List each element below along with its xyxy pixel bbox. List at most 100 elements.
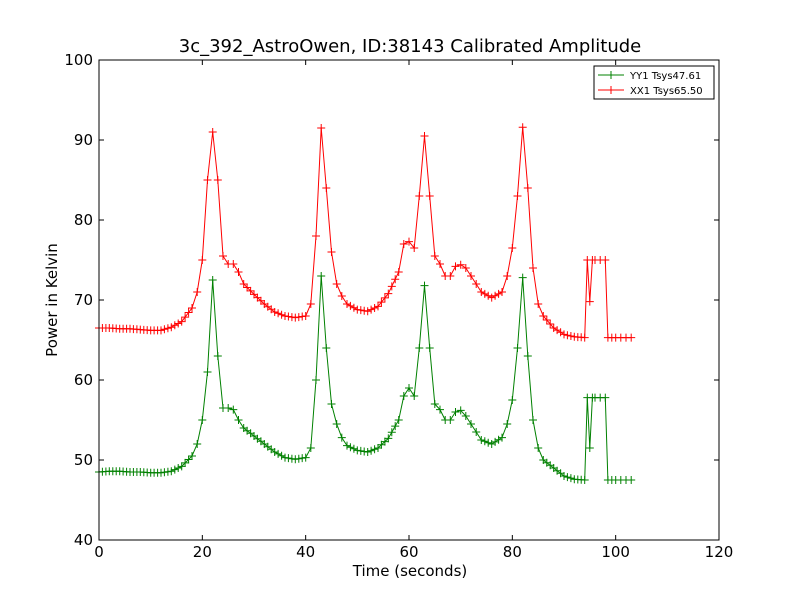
series-1-marker (430, 252, 439, 260)
series-1-marker (556, 328, 565, 337)
series-1-marker (415, 192, 424, 200)
series-1-marker (208, 128, 217, 136)
series-0-marker (560, 472, 568, 480)
series-1-marker (306, 300, 315, 308)
series-1-marker (188, 304, 196, 312)
series-0-marker (193, 440, 202, 448)
series-0-marker (566, 474, 575, 483)
legend-swatch-marker (607, 71, 615, 79)
series-0-marker (322, 344, 331, 352)
series-0-marker (270, 448, 279, 456)
series-0-marker (346, 443, 355, 452)
series-1-marker (219, 252, 227, 260)
series-1-marker (253, 293, 262, 302)
series-1-marker (513, 192, 522, 200)
series-1-marker (585, 297, 594, 306)
series-0-marker (234, 416, 243, 424)
series-1-marker (157, 326, 165, 335)
series-0-marker (294, 454, 303, 463)
chart-title: 3c_392_AstroOwen, ID:38143 Calibrated Am… (179, 36, 641, 57)
series-0-marker (425, 344, 434, 352)
series-1-marker (601, 256, 610, 264)
series-0-marker (518, 273, 527, 282)
series-1-marker (294, 313, 303, 322)
series-1-marker (563, 331, 572, 340)
series-1-marker (518, 123, 527, 132)
series-1-marker (177, 317, 186, 326)
y-axis-label: Power in Kelvin (43, 243, 61, 357)
series-1-marker (181, 313, 190, 322)
series-1-marker (167, 323, 176, 332)
series-1-marker (553, 326, 562, 335)
series-1-marker (391, 275, 400, 284)
x-tick-label: 40 (296, 543, 315, 561)
series-1 (95, 123, 636, 342)
series-1-marker (174, 319, 183, 328)
series-1-marker (498, 288, 506, 296)
series-1-marker (446, 272, 455, 280)
series-1-marker (546, 320, 555, 328)
series-1-marker (370, 304, 379, 312)
series-1-marker (491, 291, 500, 300)
series-0-marker (177, 462, 186, 471)
series-1-marker (250, 290, 258, 299)
series-0-marker (327, 400, 336, 408)
series-0-marker (167, 467, 176, 476)
series-1-marker (539, 312, 548, 320)
series-1-marker (394, 268, 403, 276)
series-1-marker (420, 132, 429, 140)
series-layer (95, 123, 636, 484)
series-1-marker (337, 292, 346, 300)
series-0-marker (472, 428, 481, 436)
tick-layer: 0 20 40 60 80 100 120 40 50 60 70 80 90 100 (64, 51, 733, 561)
series-1-marker (246, 286, 255, 295)
series-0-marker (349, 444, 358, 453)
series-0-marker (337, 433, 346, 442)
series-0-marker (391, 422, 400, 431)
series-1-marker (410, 244, 419, 252)
series-1-marker (198, 256, 207, 264)
series-1-marker (405, 237, 413, 246)
series-0 (95, 272, 636, 484)
series-0-marker (461, 412, 470, 420)
series-1-marker (477, 288, 486, 296)
series-0-marker (399, 392, 408, 400)
y-tick-label: 60 (74, 371, 93, 389)
series-1-marker (284, 312, 293, 321)
series-0-marker (627, 476, 636, 484)
series-0-marker (306, 444, 315, 452)
series-0-marker (410, 392, 419, 400)
series-1-marker (203, 176, 212, 184)
series-1-marker (467, 272, 475, 280)
series-1-marker (436, 260, 444, 268)
legend-entry: XX1 Tsys65.50 (598, 86, 703, 97)
series-1-marker (374, 302, 382, 311)
x-tick-label: 60 (399, 543, 418, 561)
x-axis-label: Time (seconds) (352, 562, 468, 580)
series-1-marker (377, 298, 386, 307)
series-1-marker (277, 310, 286, 319)
series-1-marker (480, 289, 489, 298)
series-1-marker (327, 248, 336, 256)
series-0-marker (284, 454, 293, 463)
series-0-marker (203, 368, 212, 376)
series-0-marker (601, 393, 610, 402)
series-0-marker (534, 444, 543, 452)
series-0-marker (181, 458, 190, 467)
y-tick-label: 100 (64, 51, 93, 69)
series-1-marker (312, 232, 320, 240)
x-tick-label: 100 (601, 543, 630, 561)
series-0-marker (585, 444, 594, 452)
series-1-marker (425, 192, 434, 200)
series-1-marker (566, 332, 575, 340)
series-1-marker (332, 280, 341, 288)
legend-label: YY1 Tsys47.61 (629, 71, 701, 82)
series-0-marker (356, 446, 365, 455)
series-0-marker (370, 445, 379, 454)
legend: YY1 Tsys47.61 XX1 Tsys65.50 (593, 65, 715, 100)
series-1-marker (487, 293, 496, 302)
series-1-marker (270, 308, 279, 316)
series-0-marker (160, 468, 169, 477)
series-0-marker (188, 452, 196, 460)
